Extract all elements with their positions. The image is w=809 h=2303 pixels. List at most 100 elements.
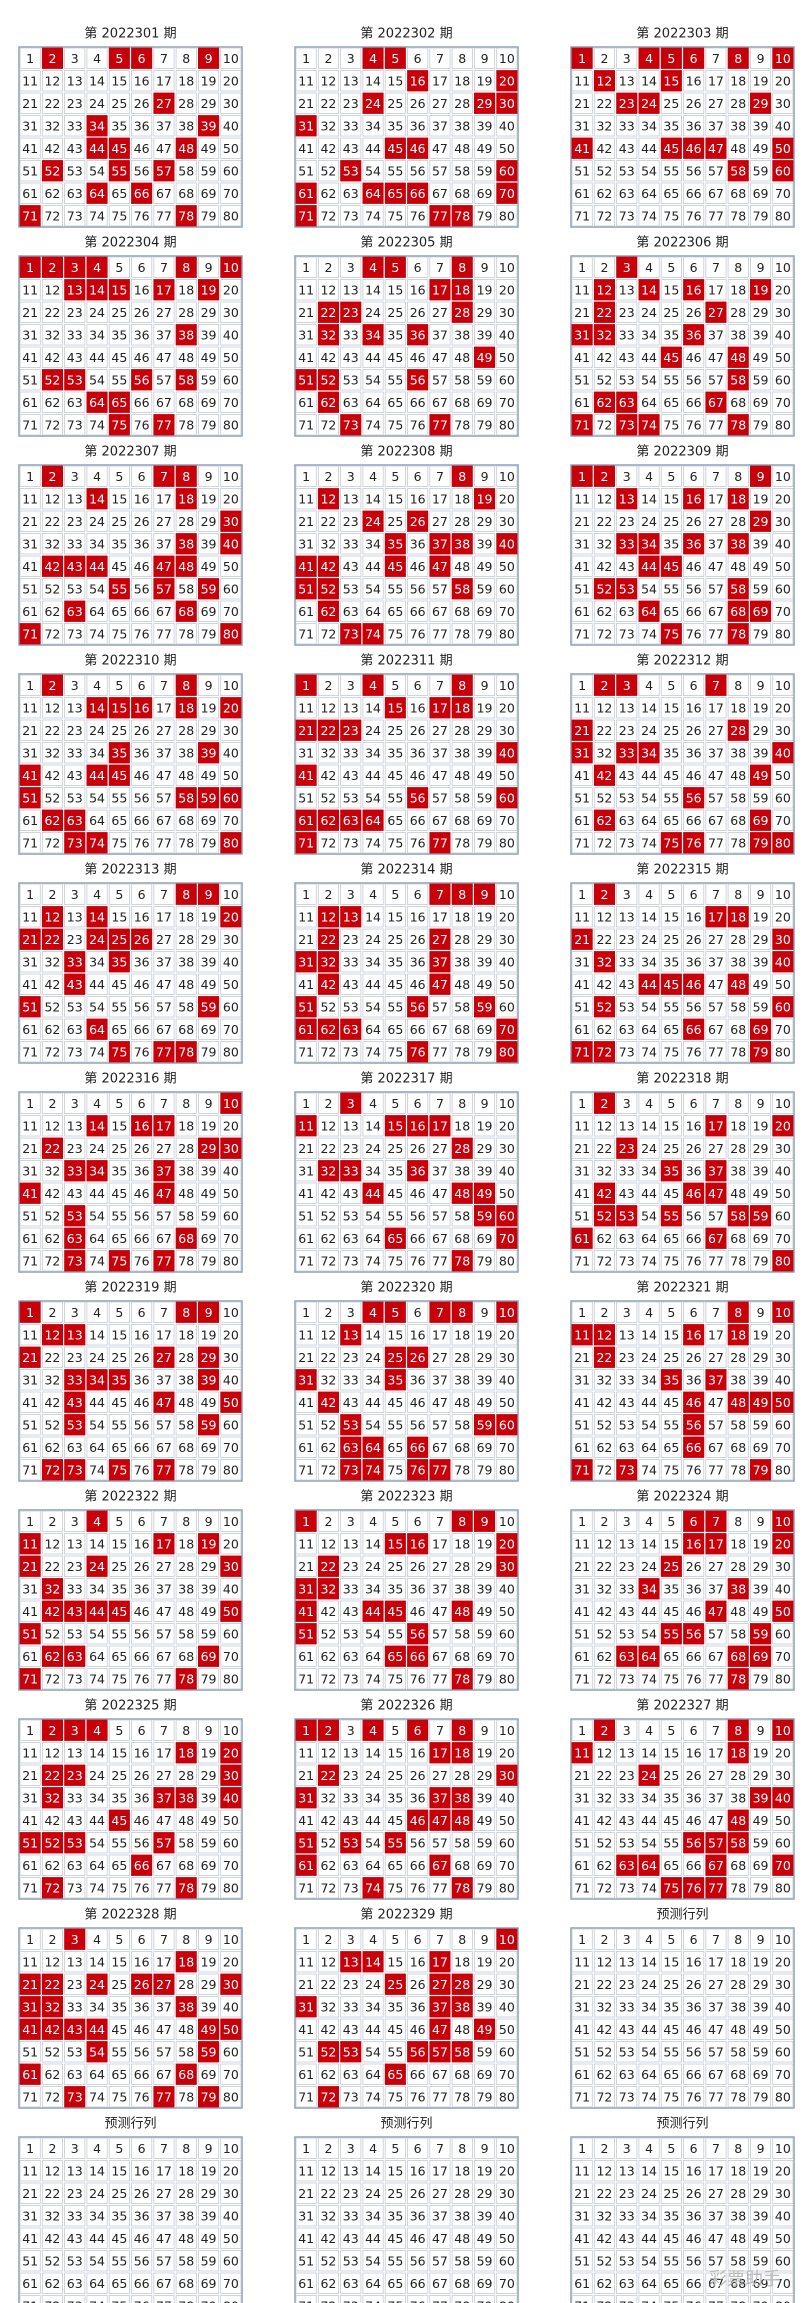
number: 43	[67, 350, 83, 365]
number: 66	[410, 1231, 426, 1246]
number: 16	[134, 2163, 150, 2178]
number: 21	[22, 2186, 38, 2201]
drawn-number: 51	[22, 1835, 38, 1850]
number: 19	[477, 73, 493, 88]
drawn-number: 31	[22, 1999, 38, 2014]
number: 15	[111, 73, 127, 88]
number: 70	[775, 1440, 791, 1455]
number: 50	[775, 977, 791, 992]
number: 74	[89, 208, 105, 223]
number: 9	[481, 1305, 489, 1320]
number: 36	[134, 1581, 150, 1596]
drawn-number: 41	[22, 768, 38, 783]
number: 26	[686, 1768, 702, 1783]
number: 25	[111, 1350, 127, 1365]
drawn-number: 71	[298, 835, 314, 850]
number: 79	[201, 626, 217, 641]
number: 60	[499, 2044, 515, 2059]
number: 25	[663, 96, 679, 111]
drawn-number: 26	[134, 1977, 150, 1992]
number: 58	[454, 372, 470, 387]
number: 68	[454, 1231, 470, 1246]
grid-title: 第 2022306 期	[636, 236, 728, 251]
drawn-number: 71	[298, 208, 314, 223]
number: 23	[343, 1768, 359, 1783]
drawn-number: 18	[178, 1745, 194, 1760]
number: 39	[477, 536, 493, 551]
number: 71	[298, 417, 314, 432]
number: 1	[302, 887, 310, 902]
number: 12	[320, 700, 336, 715]
number: 26	[410, 1977, 426, 1992]
number: 21	[574, 305, 590, 320]
number: 70	[775, 186, 791, 201]
number: 54	[89, 372, 105, 387]
number: 7	[160, 1096, 168, 1111]
drawn-number: 63	[619, 1858, 635, 1873]
number: 46	[410, 977, 426, 992]
number: 33	[343, 536, 359, 551]
drawn-number: 27	[708, 305, 724, 320]
number: 11	[22, 909, 38, 924]
number: 16	[410, 1954, 426, 1969]
drawn-number: 53	[67, 372, 83, 387]
number: 24	[89, 2186, 105, 2201]
drawn-number: 16	[410, 1536, 426, 1551]
number: 46	[686, 1813, 702, 1828]
number: 60	[499, 1626, 515, 1641]
drawn-number: 48	[454, 1604, 470, 1619]
number: 76	[134, 626, 150, 641]
number: 26	[686, 932, 702, 947]
number: 78	[730, 1462, 746, 1477]
drawn-number: 25	[387, 1350, 403, 1365]
number: 6	[414, 887, 422, 902]
number: 40	[499, 1581, 515, 1596]
number: 75	[387, 1253, 403, 1268]
number: 53	[343, 999, 359, 1014]
number: 47	[156, 141, 172, 156]
number: 69	[201, 813, 217, 828]
number: 71	[574, 835, 590, 850]
number: 66	[410, 2067, 426, 2082]
number: 13	[619, 1536, 635, 1551]
drawn-number: 23	[619, 1141, 635, 1156]
drawn-number: 44	[89, 768, 105, 783]
cell	[362, 205, 384, 227]
number: 74	[641, 208, 657, 223]
number: 29	[753, 1559, 769, 1574]
number: 23	[67, 723, 83, 738]
drawn-number: 52	[596, 1208, 612, 1223]
number: 33	[67, 536, 83, 551]
number: 2	[600, 51, 608, 66]
drawn-number: 10	[223, 260, 239, 275]
number: 1	[26, 469, 34, 484]
number: 2	[48, 887, 56, 902]
drawn-number: 66	[410, 186, 426, 201]
number: 39	[753, 327, 769, 342]
drawn-number: 30	[223, 514, 239, 529]
cell	[473, 92, 496, 114]
drawn-number: 37	[708, 1372, 724, 1387]
drawn-number: 53	[343, 2044, 359, 2059]
drawn-number: 24	[641, 1768, 657, 1783]
number: 39	[477, 1999, 493, 2014]
number: 80	[223, 1880, 239, 1895]
number: 37	[708, 954, 724, 969]
number: 70	[775, 1649, 791, 1664]
number: 55	[663, 999, 679, 1014]
cell	[220, 205, 242, 227]
number: 78	[730, 1044, 746, 1059]
number: 39	[477, 1581, 493, 1596]
number: 13	[67, 1118, 83, 1133]
drawn-number: 33	[67, 954, 83, 969]
drawn-number: 55	[663, 1626, 679, 1641]
number: 72	[596, 1462, 612, 1477]
drawn-number: 3	[623, 678, 631, 693]
drawn-number: 11	[574, 1327, 590, 1342]
drawn-number: 19	[753, 282, 769, 297]
number: 13	[67, 700, 83, 715]
